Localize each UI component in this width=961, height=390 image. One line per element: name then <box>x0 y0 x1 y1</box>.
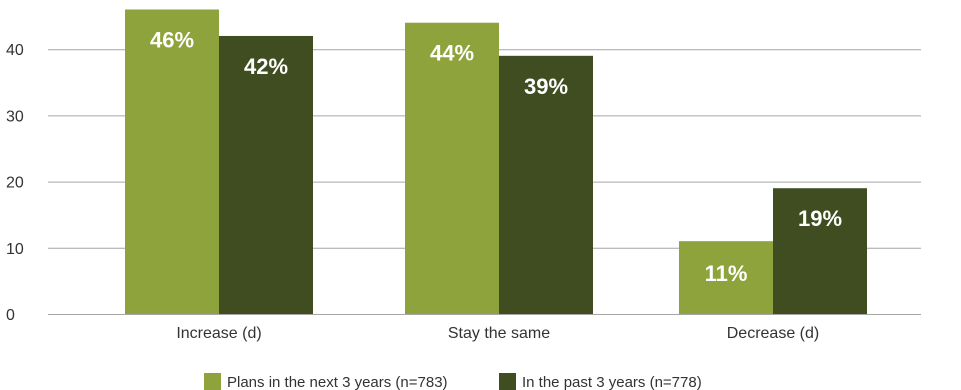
category-labels: Increase (d) Stay the same Decrease (d) <box>176 325 819 342</box>
data-label: 19% <box>798 206 842 231</box>
legend: Plans in the next 3 years (n=783) In the … <box>204 373 702 390</box>
data-label: 39% <box>524 74 568 99</box>
bar-past-2 <box>773 188 867 314</box>
y-tick-label: 40 <box>6 42 24 59</box>
legend-label: Plans in the next 3 years (n=783) <box>227 374 448 390</box>
bar-plans-next-0 <box>125 9 219 314</box>
category-label: Stay the same <box>448 325 550 342</box>
bar-plans-next-1 <box>405 22 499 314</box>
legend-label: In the past 3 years (n=778) <box>522 374 702 390</box>
bar-past-0 <box>219 35 313 315</box>
y-tick-label: 30 <box>6 108 24 125</box>
legend-swatch <box>204 373 221 390</box>
category-label: Decrease (d) <box>727 325 819 342</box>
bar-plans-next-2 <box>679 241 773 314</box>
category-label: Increase (d) <box>176 325 261 342</box>
y-axis-tick-labels: 0 10 20 30 40 <box>6 42 24 324</box>
data-label: 44% <box>430 41 474 66</box>
y-tick-label: 10 <box>6 241 24 258</box>
data-label: 11% <box>705 261 748 286</box>
bar-past-1 <box>499 55 593 314</box>
y-tick-label: 0 <box>6 307 15 324</box>
y-tick-label: 20 <box>6 175 24 192</box>
bars <box>125 9 867 315</box>
data-label: 42% <box>244 54 288 79</box>
legend-swatch <box>499 373 516 390</box>
data-label: 46% <box>150 27 194 52</box>
data-labels: 46% 42% 44% 39% 11% 19% <box>150 27 842 286</box>
